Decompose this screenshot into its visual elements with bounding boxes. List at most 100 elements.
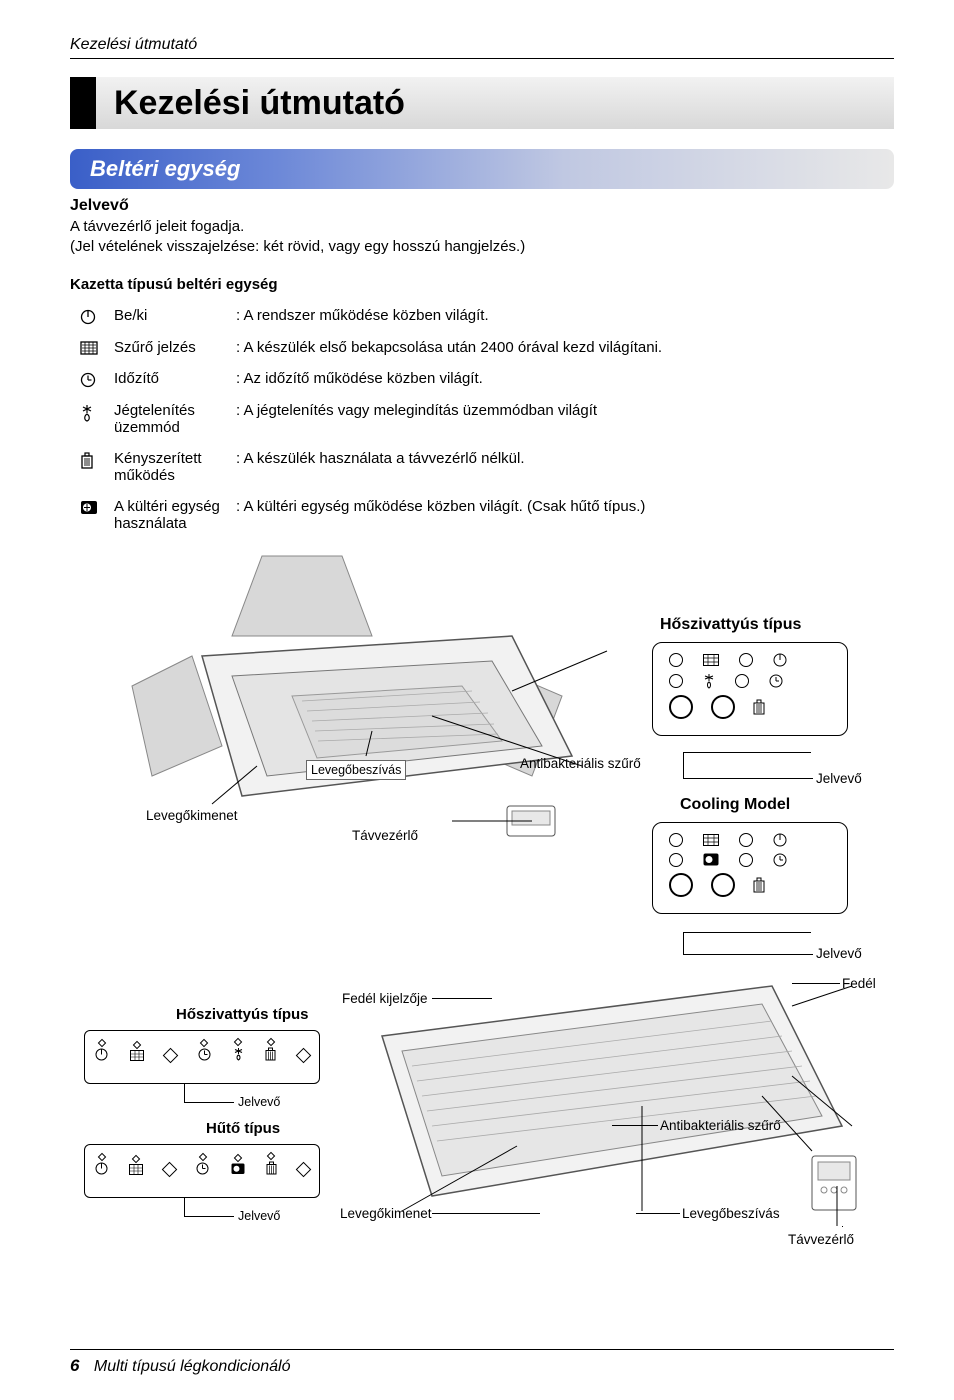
receiver-sensor [162, 1161, 178, 1177]
cooling-indicator-strip [84, 1144, 320, 1198]
callout-receiver: Jelvevő [238, 1209, 280, 1223]
receiver-line1: A távvezérlő jeleit fogadja. [70, 217, 894, 237]
outdoor-unit-icon [703, 853, 719, 867]
outdoor-unit-icon [231, 1163, 245, 1175]
filter-icon [130, 1050, 144, 1061]
forced-operation-icon [80, 450, 114, 470]
filter-icon [80, 339, 114, 355]
leader-line [432, 1213, 540, 1214]
leader-line [612, 1125, 658, 1126]
timer-icon [198, 1048, 211, 1061]
page-title: Kezelési útmutató [96, 77, 894, 129]
footer-text: Multi típusú légkondicionáló [94, 1358, 291, 1375]
callout-cover-display: Fedél kijelzője [342, 991, 428, 1006]
page-number: 6 [70, 1356, 79, 1375]
indicator-desc: : A kültéri egység működése közben világ… [236, 498, 894, 515]
power-icon [95, 1162, 108, 1175]
callout-air-outlet: Levegőkimenet [146, 808, 238, 823]
timer-icon [196, 1162, 209, 1175]
leader-line [184, 1216, 234, 1217]
leader-line [683, 954, 813, 955]
callout-antibact-filter: Antibakteriális szűrő [660, 1118, 781, 1133]
indicator-desc: : A jégtelenítés vagy melegindítás üzemm… [236, 402, 894, 419]
indicator-desc: : A rendszer működése közben világít. [236, 307, 894, 324]
leader-line [184, 1102, 234, 1103]
defrost-icon [703, 673, 715, 689]
leader-line [683, 752, 811, 753]
diagram-area: Levegőbeszívás Levegőkimenet Távvezérlő … [72, 546, 892, 1286]
timer-icon [773, 853, 787, 867]
cassette-heading: Kazetta típusú beltéri egység [70, 276, 894, 293]
power-icon [773, 653, 787, 667]
timer-icon [769, 674, 783, 688]
heatpump-strip-title: Hőszivattyús típus [176, 1006, 309, 1023]
leader-line [683, 932, 811, 933]
page-footer: 6 Multi típusú légkondicionáló [70, 1349, 894, 1376]
indicator-desc: : Az időzítő működése közben világít. [236, 370, 894, 387]
filter-icon [703, 834, 719, 846]
power-icon [95, 1048, 108, 1061]
callout-receiver: Jelvevő [816, 946, 862, 961]
forced-operation-icon [266, 1161, 277, 1175]
running-header: Kezelési útmutató [70, 36, 894, 54]
forced-operation-icon [753, 877, 765, 893]
indicator-label: Be/ki [114, 307, 236, 324]
cooling-panel-title: Cooling Model [680, 796, 790, 814]
leader-line [683, 752, 684, 778]
heatpump-panel-title: Hőszivattyús típus [660, 616, 801, 634]
defrost-icon [80, 402, 114, 422]
indicator-label: Jégtelenítés üzemmód [114, 402, 236, 436]
page-title-bar: Kezelési útmutató [70, 77, 894, 129]
callout-air-intake: Levegőbeszívás [682, 1206, 780, 1221]
receiver-sensor [669, 695, 693, 719]
receiver-sensor [669, 873, 693, 897]
leader-line [184, 1084, 185, 1102]
forced-operation-icon [753, 699, 765, 715]
indicator-list: Be/ki : A rendszer működése közben világ… [80, 307, 894, 532]
callout-remote: Távvezérlő [788, 1232, 854, 1247]
indicator-label: Kényszerített működés [114, 450, 236, 484]
cooling-indicator-panel [652, 822, 848, 914]
callout-antibact-filter: Antibakteriális szűrő [520, 756, 641, 771]
indicator-label: A kültéri egység használata [114, 498, 236, 532]
callout-receiver: Jelvevő [238, 1095, 280, 1109]
timer-icon [80, 370, 114, 388]
receiver-sensor [163, 1047, 179, 1063]
callout-air-outlet: Levegőkimenet [340, 1206, 432, 1221]
callout-air-intake: Levegőbeszívás [306, 760, 406, 780]
receiver-heading: Jelvevő [70, 197, 894, 215]
defrost-icon [233, 1047, 244, 1061]
indicator-desc: : A készülék használata a távvezérlő nél… [236, 450, 894, 467]
indicator-row: Szűrő jelzés : A készülék első bekapcsol… [80, 339, 894, 356]
leader-line [636, 1213, 680, 1214]
power-icon [773, 833, 787, 847]
header-rule [70, 58, 894, 59]
filter-icon [129, 1164, 143, 1175]
callout-cover: Fedél [842, 976, 876, 991]
leader-line [432, 998, 492, 999]
leader-line [184, 1198, 185, 1216]
indicator-label: Szűrő jelzés [114, 339, 236, 356]
power-icon [80, 307, 114, 325]
filter-icon [703, 654, 719, 666]
indicator-row: A kültéri egység használata : A kültéri … [80, 498, 894, 532]
indicator-row: Időzítő : Az időzítő működése közben vil… [80, 370, 894, 388]
indicator-row: Kényszerített működés : A készülék haszn… [80, 450, 894, 484]
indicator-desc: : A készülék első bekapcsolása után 2400… [236, 339, 894, 356]
leader-line [842, 1226, 843, 1227]
indicator-row: Jégtelenítés üzemmód : A jégtelenítés va… [80, 402, 894, 436]
leader-line [792, 983, 840, 984]
indicator-row: Be/ki : A rendszer működése közben világ… [80, 307, 894, 325]
callout-receiver: Jelvevő [816, 771, 862, 786]
forced-operation-icon [265, 1047, 276, 1061]
leader-line [683, 778, 813, 779]
heatpump-indicator-panel [652, 642, 848, 736]
title-accent-box [70, 77, 96, 129]
outdoor-unit-icon [80, 498, 114, 516]
heatpump-indicator-strip [84, 1030, 320, 1084]
leader-line [683, 932, 684, 954]
indicator-label: Időzítő [114, 370, 236, 387]
receiver-line2: (Jel vételének visszajelzése: két rövid,… [70, 237, 894, 257]
callout-remote: Távvezérlő [352, 828, 418, 843]
cooling-strip-title: Hűtő típus [206, 1120, 280, 1137]
